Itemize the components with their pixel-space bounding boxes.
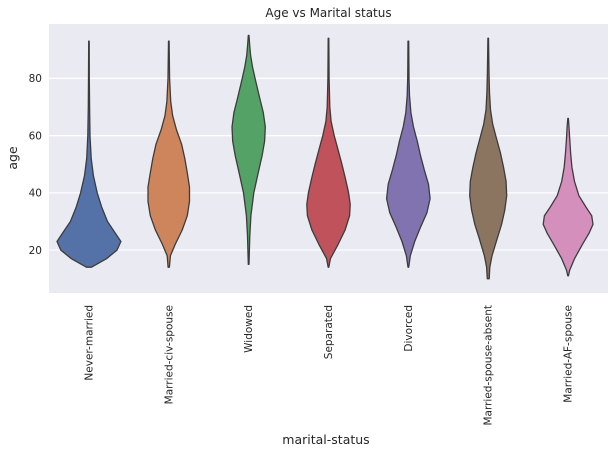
violin-separated	[306, 37, 351, 268]
y-tick-label: 80	[29, 73, 42, 85]
x-axis-title: marital-status	[282, 432, 369, 447]
violin-widowed	[231, 34, 266, 266]
x-tick-label: Separated	[323, 305, 335, 359]
x-tick-label: Married-civ-spouse	[163, 305, 175, 404]
y-tick-labels: 20 40 60 80	[29, 73, 42, 257]
violin-married-af-spouse	[542, 117, 594, 277]
violin-never-married	[56, 40, 122, 268]
y-tick-label: 40	[29, 188, 42, 200]
y-tick-label: 20	[29, 245, 42, 257]
x-tick-label: Widowed	[243, 305, 255, 353]
violin-married-civ-spouse	[147, 40, 191, 268]
violin-married-spouse-absent	[469, 37, 508, 280]
chart-title: Age vs Marital status	[265, 6, 391, 20]
x-tick-label: Never-married	[83, 305, 95, 381]
x-tick-labels: Never-married Married-civ-spouse Widowed Se…	[83, 305, 574, 426]
x-tick-label: Divorced	[403, 305, 415, 352]
y-axis-title: age	[5, 146, 20, 170]
x-tick-label: Married-AF-spouse	[563, 305, 575, 403]
violin-divorced	[385, 40, 431, 268]
y-tick-label: 60	[29, 130, 42, 142]
x-tick-label: Married-spouse-absent	[483, 305, 495, 426]
violin-group	[56, 34, 594, 280]
